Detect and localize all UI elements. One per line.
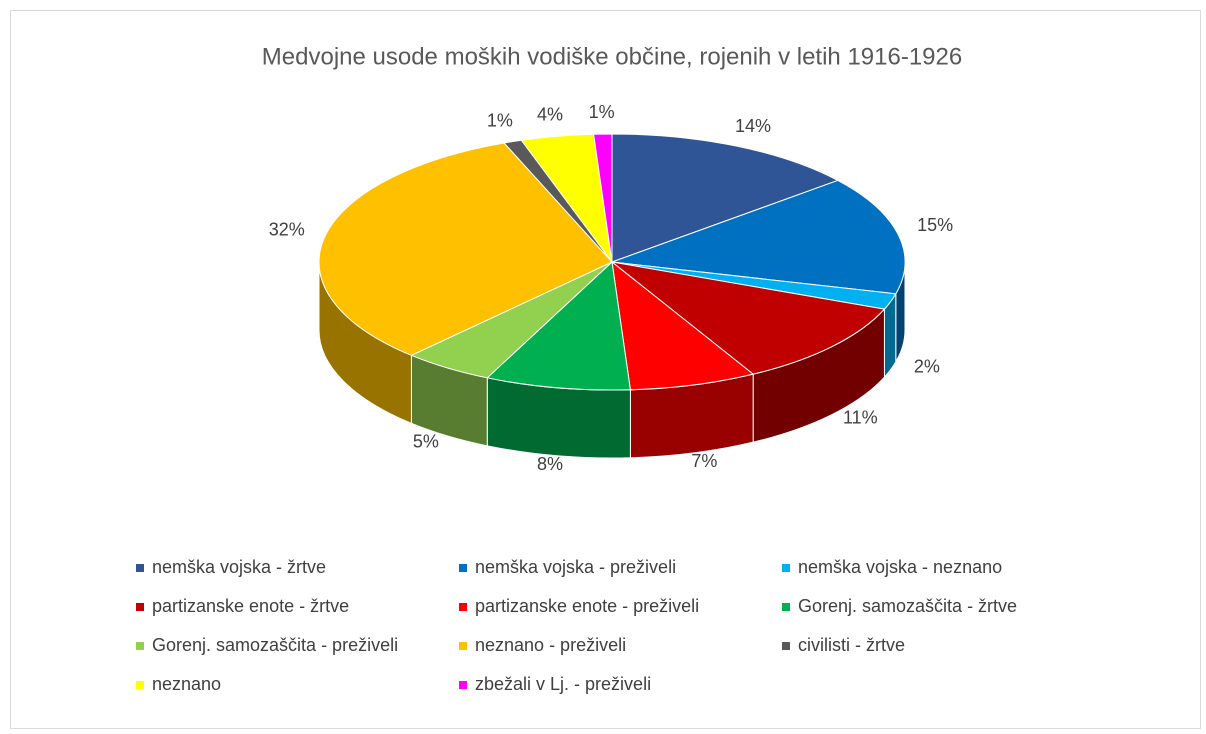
legend-label: civilisti - žrtve [798, 635, 905, 655]
legend-label: partizanske enote - žrtve [152, 596, 349, 616]
legend-swatch [782, 564, 790, 572]
data-label: 32% [269, 220, 305, 240]
legend-swatch [136, 564, 144, 572]
data-label: 7% [691, 451, 717, 471]
legend-label: zbežali v Lj. - preživeli [475, 674, 651, 694]
legend-label: neznano [152, 674, 221, 694]
data-label: 2% [914, 357, 940, 377]
pie-slice [486, 260, 631, 391]
data-label: 14% [735, 116, 771, 136]
legend-swatch [459, 642, 467, 650]
data-label: 1% [487, 111, 513, 131]
pie-slice [611, 261, 886, 375]
data-label: 4% [537, 105, 563, 125]
legend-label: nemška vojska - neznano [798, 557, 1002, 577]
data-label: 15% [917, 215, 953, 235]
legend-swatch [136, 642, 144, 650]
legend-label: partizanske enote - preživeli [475, 596, 699, 616]
pie-slice [318, 142, 613, 356]
chart-title: Medvojne usode moških vodiške občine, ro… [262, 43, 962, 70]
data-label: 8% [537, 454, 563, 474]
data-label: 11% [843, 408, 878, 428]
data-label: 5% [413, 432, 439, 452]
legend-label: neznano - preživeli [475, 635, 626, 655]
legend-label: Gorenj. samozaščita - preživeli [152, 635, 398, 655]
pie-slice [611, 179, 906, 295]
legend-label: nemška vojska - preživeli [475, 557, 676, 577]
legend-swatch [782, 603, 790, 611]
legend-swatch [136, 681, 144, 689]
legend-swatch [459, 681, 467, 689]
pie-slice [593, 133, 613, 263]
legend-swatch [782, 642, 790, 650]
legend-label: Gorenj. samozaščita - žrtve [798, 596, 1017, 616]
data-label: 1% [589, 102, 615, 122]
pie-slice [611, 260, 755, 391]
legend-label: nemška vojska - žrtve [152, 557, 326, 577]
legend-swatch [136, 603, 144, 611]
legend-swatch [459, 564, 467, 572]
legend-swatch [459, 603, 467, 611]
pie-slice [611, 133, 839, 263]
